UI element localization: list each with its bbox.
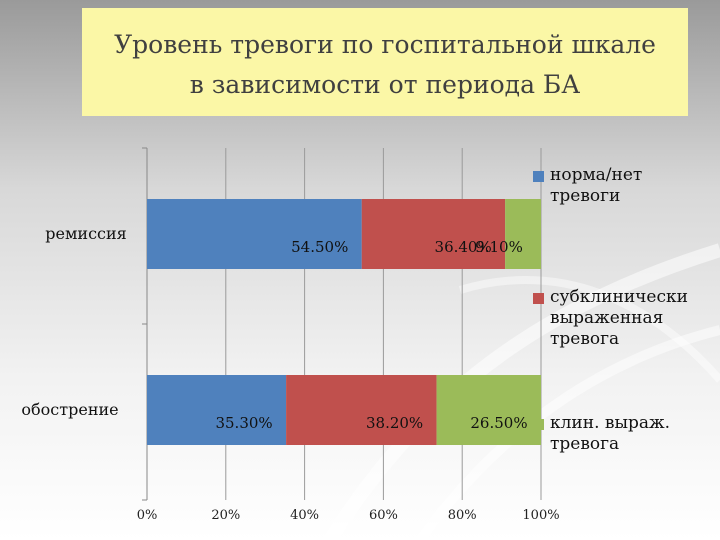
bar-segment [505,199,541,269]
x-tick-label: 60% [369,508,398,523]
data-label: 9.10% [475,238,523,256]
x-tick-label: 100% [522,508,559,523]
legend-swatch [533,293,544,304]
bar-segment [147,199,362,269]
data-label: 26.50% [470,414,527,432]
bar-segment [286,375,437,445]
x-tick-label: 20% [211,508,240,523]
legend-label: субклинически выраженная тревога [550,287,688,349]
data-label: 35.30% [215,414,272,432]
bar-segment [436,375,541,445]
data-label: 38.20% [366,414,423,432]
data-label: 54.50% [291,238,348,256]
bar-segment [361,199,506,269]
slide-title-line-1: Уровень тревоги по госпитальной шкале [114,30,656,59]
x-tick-label: 80% [448,508,477,523]
title-box: Уровень тревоги по госпитальной шкале в … [82,8,688,116]
legend-label: клин. выраж. тревога [550,413,670,454]
bar-segment [147,375,287,445]
category-label: обострение [21,400,118,419]
x-tick-label: 0% [137,508,158,523]
legend-swatch [533,171,544,182]
x-tick-label: 40% [290,508,319,523]
legend-swatch [533,419,544,430]
category-label: ремиссия [45,224,127,243]
slide-title-line-2: в зависимости от периода БА [189,70,581,99]
data-label: 36.40% [435,238,492,256]
legend-label: норма/нет тревоги [550,165,642,206]
